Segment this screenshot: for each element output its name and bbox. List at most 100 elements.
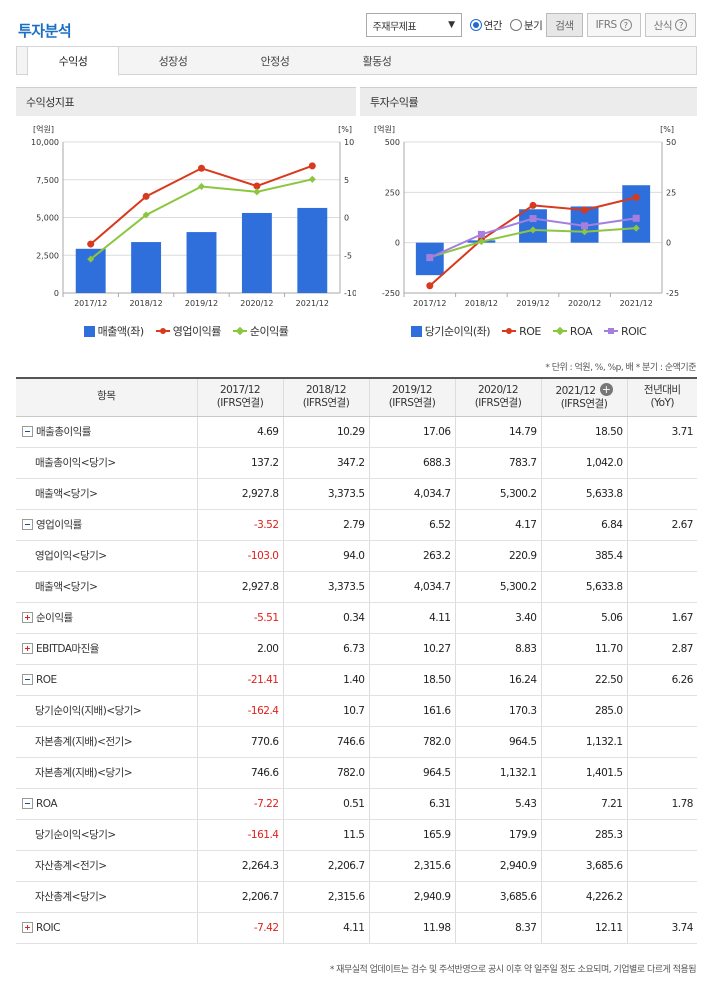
- table-cell: 1,132.1: [454, 757, 541, 789]
- table-cell: 2,206.7: [196, 881, 283, 913]
- table-row: 당기순이익<당기> -161.4 11.5 165.9 179.9 285.3: [16, 819, 697, 851]
- yoy-cell: [626, 695, 697, 727]
- header-period: 2019/12 (IFRS연결): [368, 378, 455, 417]
- x-tick-label: 2019/12: [516, 299, 549, 308]
- legend-item[interactable]: ROA: [552, 323, 592, 339]
- table-row[interactable]: 영업이익률 -3.52 2.79 6.52 4.17 6.84 2.67: [16, 509, 697, 541]
- statement-select[interactable]: 주재무제표 ▼: [365, 13, 462, 37]
- legend-swatch: [603, 326, 618, 336]
- tab-stability[interactable]: 안정성: [260, 54, 290, 68]
- legend-item[interactable]: 당기순이익(좌): [410, 323, 491, 339]
- radio-quarter[interactable]: 분기: [509, 18, 543, 33]
- series-point: [632, 214, 640, 222]
- table-cell: 782.0: [368, 726, 455, 758]
- profitability-table: 항목 2017/12 (IFRS연결) 2018/12 (IFRS연결) 2019/…: [16, 377, 697, 944]
- table-cell: 263.2: [368, 540, 455, 572]
- bar: [75, 248, 106, 293]
- profitability-chart-legend: 매출액(좌) 영업이익률 순이익률: [16, 323, 356, 339]
- legend-item[interactable]: ROE: [502, 323, 541, 339]
- table-row[interactable]: 매출총이익률 4.69 10.29 17.06 14.79 18.50 3.71: [16, 416, 697, 448]
- table-row[interactable]: EBITDA마진율 2.00 6.73 10.27 8.83 11.70 2.87: [16, 633, 697, 665]
- table-cell: 4.11: [282, 912, 369, 944]
- help-icon: ?: [619, 19, 632, 31]
- row-label-text: 영업이익<당기>: [35, 550, 107, 562]
- ifrs-help-button[interactable]: IFRS ?: [586, 13, 641, 37]
- table-row[interactable]: 순이익률 -5.51 0.34 4.11 3.40 5.06 1.67: [16, 602, 697, 634]
- table-row: 매출액<당기> 2,927.8 3,373.5 4,034.7 5,300.2 5,633…: [16, 571, 697, 603]
- expand-icon[interactable]: [22, 643, 33, 654]
- series-point: [529, 215, 537, 223]
- table-row[interactable]: ROE -21.41 1.40 18.50 16.24 22.50 6.26: [16, 664, 697, 696]
- radio-annual-label: 연간: [483, 19, 503, 32]
- radio-annual-dot[interactable]: [469, 19, 482, 31]
- table-cell: 770.6: [196, 726, 283, 758]
- series-point: [87, 240, 95, 248]
- row-label-text: 당기순이익(지배)<당기>: [35, 705, 142, 717]
- statement-select-value: 주재무제표: [372, 21, 417, 33]
- legend-swatch: [410, 325, 422, 337]
- yoy-cell: 1.67: [626, 602, 697, 634]
- table-cell: 1,132.1: [540, 726, 627, 758]
- row-label-text: ROE: [36, 673, 57, 686]
- yoy-cell: 3.71: [626, 416, 697, 448]
- legend-item[interactable]: 매출액(좌): [83, 323, 145, 339]
- table-row[interactable]: ROA -7.22 0.51 6.31 5.43 7.21 1.78: [16, 788, 697, 820]
- yoy-cell: 2.87: [626, 633, 697, 665]
- radio-annual[interactable]: 연간: [469, 18, 503, 33]
- expand-icon[interactable]: [22, 921, 33, 933]
- legend-label: 매출액(좌): [97, 325, 145, 338]
- row-label: 매출액<당기>: [16, 571, 197, 603]
- table-row[interactable]: ROIC -7.42 4.11 11.98 8.37 12.11 3.74: [16, 912, 697, 944]
- yoy-cell: [626, 447, 697, 479]
- collapse-icon[interactable]: [22, 673, 33, 685]
- table-cell: 4,034.7: [368, 478, 455, 510]
- radio-quarter-dot[interactable]: [509, 19, 522, 31]
- help-icon: ?: [675, 19, 687, 31]
- table-cell: -3.52: [196, 509, 283, 541]
- series-point: [632, 224, 640, 232]
- x-tick-label: 2021/12: [296, 299, 329, 308]
- series-point: [87, 255, 95, 263]
- row-label: 당기순이익(지배)<당기>: [16, 695, 197, 727]
- table-cell: 179.9: [454, 819, 541, 851]
- table-row: 자산총계<당기> 2,206.7 2,315.6 2,940.9 3,685.6 4,22…: [16, 881, 697, 913]
- header-period-year: 2021/12: [555, 384, 596, 397]
- legend-item[interactable]: 영업이익률: [155, 323, 221, 339]
- table-cell: 11.98: [368, 912, 455, 944]
- formula-help-button[interactable]: 산식 ?: [644, 13, 696, 37]
- left-tick-label: 2,500: [36, 251, 59, 260]
- expand-columns-icon[interactable]: +: [599, 382, 613, 396]
- expand-icon[interactable]: [22, 612, 33, 623]
- table-row: 자본총계(지배)<전기> 770.6 746.6 782.0 964.5 1,132.1: [16, 726, 697, 758]
- search-button[interactable]: 검색: [546, 13, 583, 37]
- tab-bar: 수익성 성장성 안정성 활동성: [16, 46, 697, 76]
- collapse-icon[interactable]: [22, 426, 33, 437]
- table-cell: 964.5: [368, 757, 455, 789]
- profitability-chart-panel: 수익성지표 [억원] [%] 10,000 10 7,500 5 5,000 0 2,500 -5…: [16, 87, 356, 345]
- header-period: 2017/12 (IFRS연결): [196, 378, 283, 417]
- tab-profitability[interactable]: 수익성: [27, 46, 119, 76]
- table-cell: 3.40: [454, 602, 541, 634]
- tab-growth[interactable]: 성장성: [158, 54, 188, 68]
- legend-item[interactable]: 순이익률: [232, 323, 289, 339]
- collapse-icon[interactable]: [22, 519, 33, 530]
- table-cell: 385.4: [540, 540, 627, 572]
- table-cell: 0.51: [282, 788, 369, 820]
- table-cell: 2,940.9: [454, 850, 541, 882]
- yoy-cell: [626, 881, 697, 913]
- tab-activity[interactable]: 활동성: [362, 54, 392, 68]
- row-label: 매출총이익<당기>: [16, 447, 197, 479]
- collapse-icon[interactable]: [22, 797, 33, 809]
- legend-item[interactable]: ROIC: [603, 323, 647, 339]
- table-cell: 1,042.0: [540, 447, 627, 479]
- table-cell: 4,226.2: [540, 881, 627, 913]
- table-cell: 161.6: [368, 695, 455, 727]
- header-period-basis: (IFRS연결): [302, 397, 350, 410]
- return-chart-panel: 투자수익률 [억원] [%] 500 50 250 25 0 0 -250 -25 2017/12 2…: [360, 87, 697, 345]
- header-period-year: 2020/12: [477, 383, 519, 396]
- table-cell: 17.06: [368, 416, 455, 448]
- table-cell: 285.0: [540, 695, 627, 727]
- radio-quarter-label: 분기: [523, 19, 543, 32]
- yoy-cell: [626, 540, 697, 572]
- table-row: 영업이익<당기> -103.0 94.0 263.2 220.9 385.4: [16, 540, 697, 572]
